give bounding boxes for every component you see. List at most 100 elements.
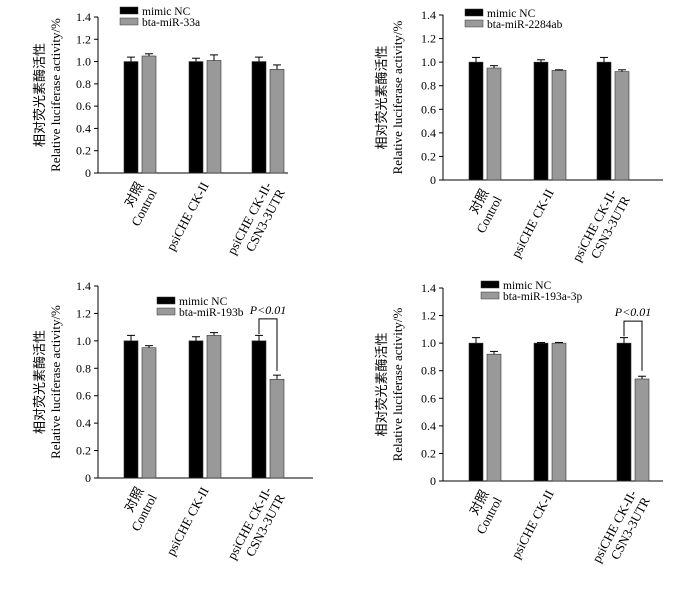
chart-panel-4: 0 0.2 0.4 0.6 0.8 1.0 1.2 1.4 相对荧光素酶活性 Relative l… <box>374 280 663 565</box>
category-label-group: psiCHE CK-II-CSN3-3UTR <box>224 484 288 561</box>
y-tick-label: 0.8 <box>421 364 436 378</box>
y-tick-label: 1.4 <box>421 8 436 22</box>
bar-mimic-nc-1 <box>123 61 139 174</box>
chart-panel-1: 0 0.2 0.4 0.6 0.8 1.0 1.2 1.4 相对荧光素酶活性 Relative l… <box>32 6 288 257</box>
category-label: psiCHE CK-II <box>163 179 212 253</box>
category-label-group: psiCHE CK-II <box>508 186 557 260</box>
bar-mimic-nc-2 <box>533 61 549 181</box>
y-tick-label: 0 <box>430 474 436 488</box>
y-tick-label: 0.2 <box>76 444 91 458</box>
y-tick-label: 1.0 <box>421 336 436 350</box>
y-tick-label: 0.6 <box>421 391 436 405</box>
legend-label: bta-miR-2284ab <box>487 19 563 31</box>
significance-label: P<0.01 <box>614 305 651 319</box>
y-tick-label: 0.4 <box>421 419 436 433</box>
bar-mirna-1 <box>486 353 502 482</box>
bar-mimic-nc-3 <box>616 342 632 482</box>
y-tick-label: 0.2 <box>76 144 91 158</box>
bar-mimic-nc-2 <box>188 61 204 174</box>
bar-mirna-3 <box>269 69 285 174</box>
y-tick-label: 0.2 <box>421 446 436 460</box>
bar-mirna-2 <box>206 335 222 479</box>
bar-mimic-nc-2 <box>188 340 204 479</box>
y-tick-label: 1.4 <box>76 279 91 293</box>
chart-panel-3: 0 0.2 0.4 0.6 0.8 1.0 1.2 1.4 相对荧光素酶活性 Relative l… <box>32 279 313 562</box>
category-label-group: psiCHE CK-II-CSN3-3UTR <box>224 179 288 256</box>
y-tick-label: 0.6 <box>76 99 91 113</box>
y-tick-label: 1.2 <box>76 32 91 46</box>
category-label: psiCHE CK-II <box>163 484 212 558</box>
legend-swatch <box>464 8 484 17</box>
y-tick-label: 0 <box>430 173 436 187</box>
bar-mimic-nc-3 <box>251 61 267 174</box>
bar-mirna-3 <box>269 378 285 479</box>
bar-mirna-3 <box>614 71 630 181</box>
y-tick-label: 0.2 <box>421 149 436 163</box>
bar-mirna-3 <box>634 378 650 482</box>
legend-swatch <box>480 291 500 300</box>
y-tick-label: 1.2 <box>421 32 436 46</box>
y-axis-title: Relative luciferase activity/% <box>48 18 63 172</box>
bar-mimic-nc-1 <box>468 342 484 482</box>
significance-bracket <box>623 320 643 371</box>
legend-label: bta-miR-193a-3p <box>503 291 582 303</box>
bar-mirna-2 <box>206 60 222 174</box>
legend-label: mimic NC <box>142 6 191 18</box>
legend-swatch <box>156 307 176 316</box>
y-tick-label: 1.0 <box>76 334 91 348</box>
category-label-group: psiCHE CK-II <box>163 179 212 253</box>
category-label-group: psiCHE CK-II-CSN3-3UTR <box>569 186 633 263</box>
legend-label: bta-miR-193b <box>179 307 244 319</box>
category-label: psiCHE CK-II <box>508 487 557 561</box>
significance-bracket <box>258 318 278 372</box>
y-axis-title: 相对荧光素酶活性 <box>374 332 389 436</box>
bar-mimic-nc-1 <box>123 340 139 479</box>
y-axis-title: Relative luciferase activity/% <box>48 305 63 459</box>
bar-mimic-nc-3 <box>251 340 267 479</box>
bar-mimic-nc-1 <box>468 61 484 181</box>
y-tick-label: 1.2 <box>76 306 91 320</box>
legend-swatch <box>119 17 139 26</box>
y-tick-label: 0.4 <box>76 416 91 430</box>
legend-swatch <box>464 19 484 28</box>
y-tick-label: 1.4 <box>76 10 91 24</box>
legend-label: mimic NC <box>487 8 536 20</box>
significance-label: P<0.01 <box>249 303 286 317</box>
y-axis-title: Relative luciferase activity/% <box>390 20 405 174</box>
y-tick-label: 1.4 <box>421 281 436 295</box>
y-tick-label: 0 <box>85 471 91 485</box>
legend-label: bta-miR-33a <box>142 17 200 29</box>
category-label-group: psiCHE CK-II <box>163 484 212 558</box>
legend-swatch <box>156 296 176 305</box>
y-tick-label: 0 <box>85 166 91 180</box>
bar-mirna-1 <box>141 347 157 479</box>
category-label-group: psiCHE CK-II-CSN3-3UTR <box>589 487 653 564</box>
y-axis-title: 相对荧光素酶活性 <box>374 45 389 149</box>
y-axis-title: 相对荧光素酶活性 <box>32 330 47 434</box>
y-axis-title: 相对荧光素酶活性 <box>32 43 47 147</box>
y-tick-label: 0.8 <box>76 361 91 375</box>
y-tick-label: 0.6 <box>76 389 91 403</box>
legend-swatch <box>119 6 139 15</box>
y-tick-label: 0.4 <box>421 126 436 140</box>
y-axis-title: Relative luciferase activity/% <box>390 307 405 461</box>
bar-mirna-1 <box>141 55 157 174</box>
bar-mirna-2 <box>551 70 567 181</box>
bar-mirna-2 <box>551 342 567 482</box>
y-tick-label: 0.6 <box>421 102 436 116</box>
y-tick-label: 1.0 <box>76 55 91 69</box>
y-tick-label: 0.4 <box>76 121 91 135</box>
y-tick-label: 0.8 <box>76 77 91 91</box>
bar-mirna-1 <box>486 67 502 181</box>
y-tick-label: 1.2 <box>421 309 436 323</box>
legend-label: mimic NC <box>179 296 228 308</box>
category-label: psiCHE CK-II <box>508 186 557 260</box>
y-tick-label: 1.0 <box>421 55 436 69</box>
y-tick-label: 0.8 <box>421 79 436 93</box>
category-label-group: psiCHE CK-II <box>508 487 557 561</box>
chart-panel-2: 0 0.2 0.4 0.6 0.8 1.0 1.2 1.4 相对荧光素酶活性 Relative l… <box>374 8 663 264</box>
